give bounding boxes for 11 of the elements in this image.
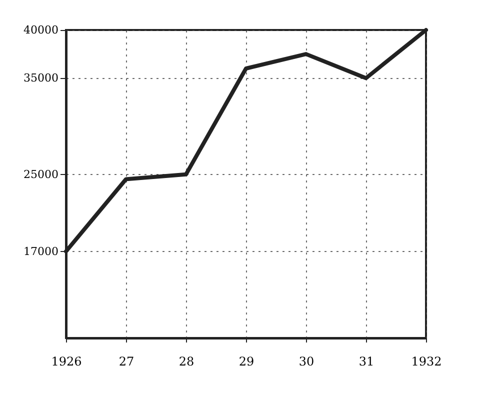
- x-tick-label: 1932: [411, 354, 442, 368]
- y-tick-label: 40000: [24, 24, 58, 36]
- x-tick-label: 28: [178, 354, 194, 368]
- x-tick-label: 29: [238, 354, 254, 368]
- y-tick-label: 17000: [24, 244, 58, 258]
- y-tick-label: 25000: [24, 168, 58, 181]
- x-tick-label: 27: [118, 354, 134, 368]
- y-tick-label: 35000: [24, 72, 58, 85]
- x-tick-label: 30: [298, 354, 314, 368]
- x-tick-label: 1926: [51, 354, 82, 368]
- x-tick-label: 31: [358, 354, 374, 368]
